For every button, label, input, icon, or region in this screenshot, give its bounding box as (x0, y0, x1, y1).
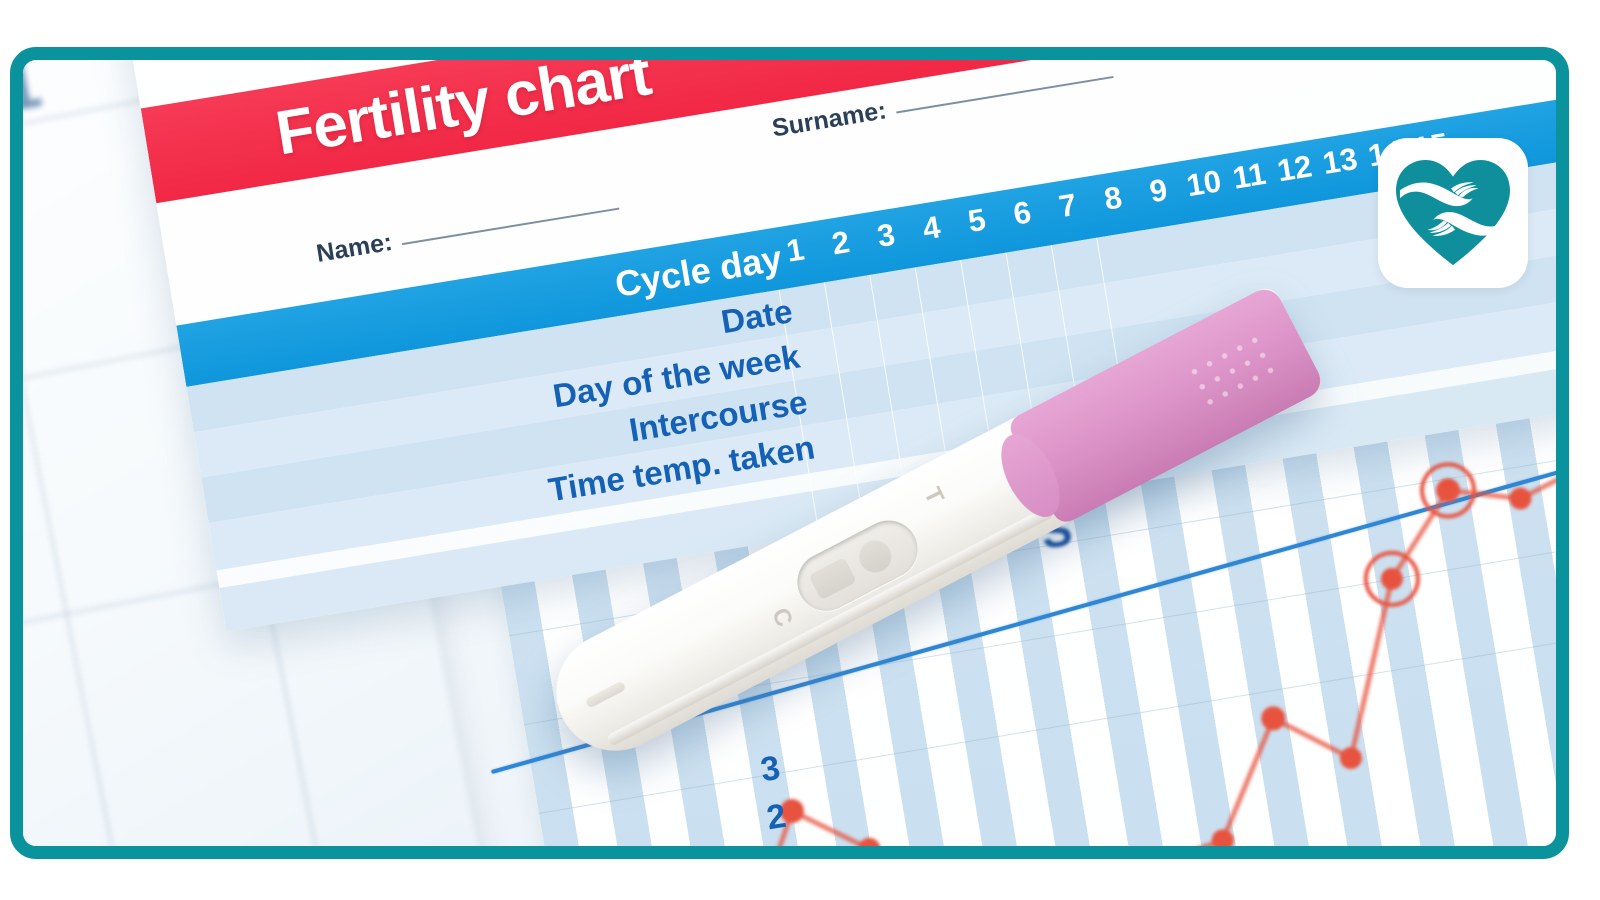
cycle-day-cell: 11 (1230, 155, 1269, 196)
test-result-circle (853, 534, 897, 579)
bbt-chart-paper: S S (453, 85, 1556, 846)
photo-teal-frame: 1 14 0 1 S S (10, 47, 1569, 859)
cycle-day-cell: 12 (1274, 148, 1315, 189)
cycle-day-cell: 7 (1056, 186, 1079, 225)
cycle-day-cell: 5 (965, 201, 989, 240)
brand-logo-badge[interactable] (1378, 138, 1528, 288)
cycle-day-cell: 1 (783, 231, 807, 269)
surname-input-rule[interactable] (896, 75, 1114, 114)
name-label: Name: (314, 227, 395, 268)
surname-label: Surname: (770, 96, 889, 143)
cycle-day-cell: 6 (1010, 194, 1034, 232)
name-field[interactable]: Name: (314, 191, 621, 269)
cycle-day-cell: 4 (920, 209, 943, 247)
cycle-day-cell: 3 (874, 216, 898, 254)
bbt-line-series (537, 462, 1556, 846)
test-cap-grip (1183, 329, 1282, 415)
page-title: Fertility chart (271, 60, 656, 169)
cycle-day-cell: 9 (1147, 172, 1170, 210)
cycle-day-cell: 10 (1183, 163, 1224, 204)
test-control-slot (808, 556, 857, 601)
name-input-rule[interactable] (402, 207, 620, 246)
cycle-day-cell: 2 (829, 224, 852, 262)
calendar-number: 1 (23, 60, 48, 129)
cycle-day-cell: 13 (1320, 140, 1360, 182)
cycle-day-cell: 8 (1101, 179, 1125, 217)
teal-heart-hands-icon (1396, 159, 1510, 266)
photo-content: 1 14 0 1 S S (23, 60, 1556, 846)
